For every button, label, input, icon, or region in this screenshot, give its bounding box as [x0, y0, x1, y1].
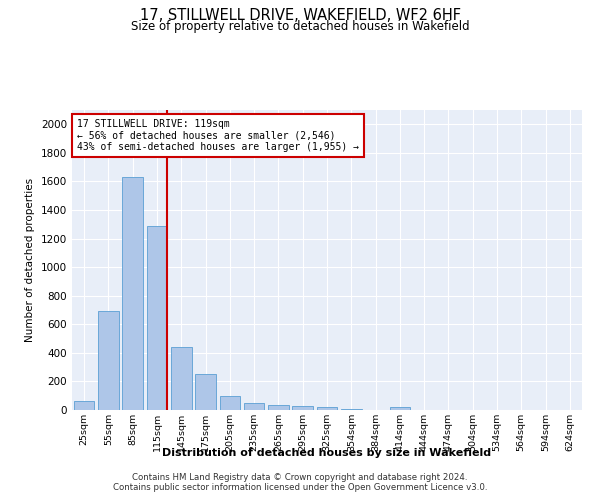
Text: 17, STILLWELL DRIVE, WAKEFIELD, WF2 6HF: 17, STILLWELL DRIVE, WAKEFIELD, WF2 6HF	[139, 8, 461, 22]
Bar	[74, 400, 94, 410]
Text: Contains HM Land Registry data © Crown copyright and database right 2024.: Contains HM Land Registry data © Crown c…	[132, 472, 468, 482]
Bar	[98, 312, 119, 410]
Bar	[268, 405, 289, 410]
Bar	[244, 403, 265, 410]
Bar	[122, 177, 143, 410]
Bar	[317, 407, 337, 410]
Text: Distribution of detached houses by size in Wakefield: Distribution of detached houses by size …	[163, 448, 491, 458]
Bar	[389, 407, 410, 410]
Bar	[171, 347, 191, 410]
Bar	[341, 408, 362, 410]
Bar	[146, 226, 167, 410]
Text: Contains public sector information licensed under the Open Government Licence v3: Contains public sector information licen…	[113, 484, 487, 492]
Bar	[220, 396, 240, 410]
Bar	[292, 406, 313, 410]
Text: Size of property relative to detached houses in Wakefield: Size of property relative to detached ho…	[131, 20, 469, 33]
Bar	[195, 374, 216, 410]
Text: 17 STILLWELL DRIVE: 119sqm
← 56% of detached houses are smaller (2,546)
43% of s: 17 STILLWELL DRIVE: 119sqm ← 56% of deta…	[77, 119, 359, 152]
Y-axis label: Number of detached properties: Number of detached properties	[25, 178, 35, 342]
